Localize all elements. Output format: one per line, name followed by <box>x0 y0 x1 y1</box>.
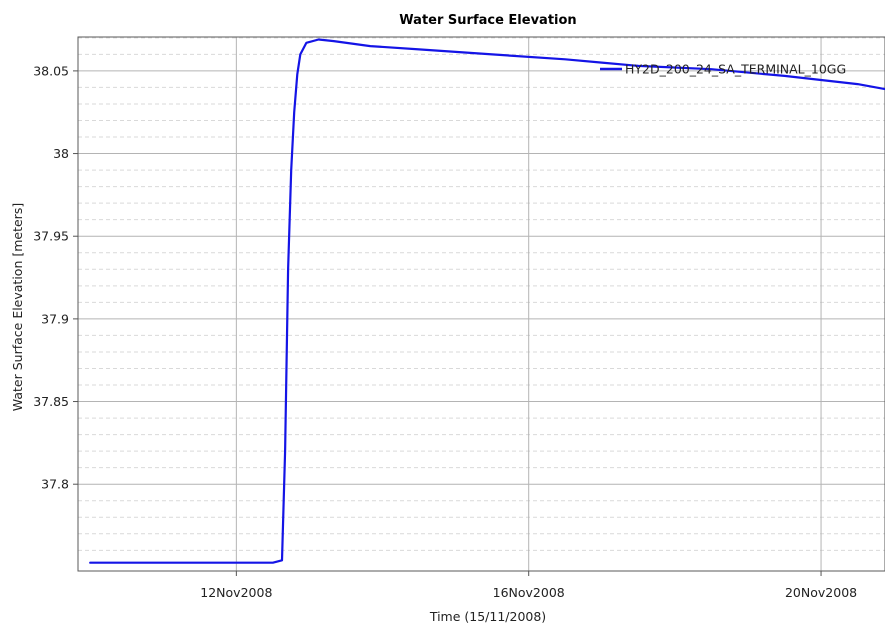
chart-title: Water Surface Elevation <box>399 13 576 28</box>
series-line <box>89 38 885 564</box>
x-tick-label: 20Nov2008 <box>785 585 857 600</box>
x-axis-label: Time (15/11/2008) <box>429 609 546 624</box>
x-tick-label: 12Nov2008 <box>200 585 272 600</box>
y-tick-label: 37.9 <box>41 311 69 326</box>
y-tick-label: 38 <box>53 146 69 161</box>
y-tick-label: 37.85 <box>33 394 69 409</box>
x-axis: 12Nov2008 16Nov2008 20Nov2008 <box>200 571 857 600</box>
y-tick-label: 37.95 <box>33 229 69 244</box>
legend-label: HY2D_200_24_SA_TERMINAL_10GG <box>625 62 846 77</box>
y-axis: 37.8 37.85 37.9 37.95 38 38.05 <box>33 63 78 492</box>
y-tick-label: 37.8 <box>41 477 69 492</box>
plot-area <box>77 36 885 572</box>
y-tick-label: 38.05 <box>33 63 69 78</box>
y-axis-label: Water Surface Elevation [meters] <box>10 203 25 411</box>
grid <box>78 37 885 571</box>
x-tick-label: 16Nov2008 <box>493 585 565 600</box>
